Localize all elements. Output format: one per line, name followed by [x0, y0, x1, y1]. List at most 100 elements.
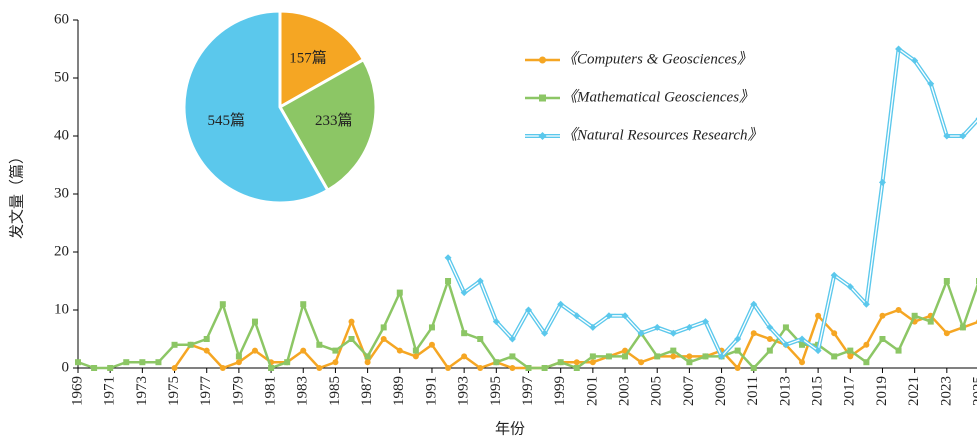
pie-label: 545篇: [207, 111, 245, 129]
point: [525, 306, 532, 314]
pie-label: 233篇: [315, 111, 353, 129]
point: [219, 365, 226, 371]
y-tick-label: 30: [54, 185, 69, 201]
pie-label: 157篇: [289, 48, 327, 66]
point: [766, 323, 774, 331]
point: [332, 359, 339, 366]
point: [364, 359, 371, 366]
point: [203, 336, 210, 342]
legend-marker: [539, 94, 546, 102]
series-line-inner: [447, 47, 977, 358]
point: [477, 336, 484, 342]
x-tick-label: 2013: [777, 376, 793, 406]
point: [943, 330, 950, 337]
point: [831, 330, 838, 337]
point: [589, 323, 597, 331]
point: [396, 289, 403, 296]
x-tick-label: 2007: [681, 376, 697, 407]
point: [171, 341, 178, 348]
point: [444, 254, 452, 262]
point: [621, 312, 629, 320]
legend-marker: [539, 56, 546, 64]
point: [461, 353, 468, 360]
point: [750, 365, 757, 371]
point: [460, 289, 468, 297]
point: [445, 365, 452, 371]
point: [573, 359, 580, 366]
point: [831, 353, 838, 360]
series-line: [173, 308, 977, 370]
legend-entry: 《Natural Resources Research》: [525, 126, 763, 143]
x-tick-label: 2023: [938, 376, 954, 406]
point: [895, 45, 903, 53]
series-line: [77, 279, 977, 370]
x-tick-label: 2001: [584, 376, 600, 406]
x-tick-label: 1991: [423, 376, 439, 406]
point: [799, 359, 806, 366]
point: [815, 312, 822, 319]
x-tick-label: 1997: [520, 376, 536, 407]
point: [750, 330, 757, 337]
point: [814, 347, 822, 355]
point: [622, 353, 629, 360]
point: [685, 323, 693, 331]
point: [412, 347, 419, 354]
point: [847, 353, 854, 360]
point: [235, 353, 242, 360]
point: [734, 335, 742, 343]
point: [445, 278, 452, 284]
point: [750, 300, 758, 308]
point: [412, 353, 419, 360]
legend-label: 《Natural Resources Research》: [562, 126, 763, 143]
point: [701, 318, 709, 326]
x-tick-label: 1973: [134, 376, 150, 406]
legend-label: 《Mathematical Geosciences》: [562, 88, 754, 105]
x-tick-label: 1977: [198, 376, 214, 407]
point: [943, 278, 950, 284]
x-tick-label: 1987: [359, 376, 375, 407]
point: [911, 57, 919, 65]
point: [573, 365, 580, 371]
point: [863, 359, 870, 366]
point: [380, 324, 387, 331]
x-tick-label: 2017: [842, 376, 858, 407]
point: [380, 336, 387, 342]
x-tick-label: 2015: [810, 376, 826, 406]
x-tick-label: 2021: [906, 376, 922, 406]
y-tick-label: 10: [54, 301, 69, 317]
x-tick-label: 1985: [327, 376, 343, 406]
point: [300, 301, 307, 308]
point: [203, 347, 210, 354]
point: [605, 353, 612, 360]
point: [959, 324, 966, 331]
point: [895, 307, 902, 313]
point: [734, 365, 741, 371]
point: [492, 318, 500, 326]
x-tick-label: 2011: [745, 376, 761, 405]
point: [493, 359, 500, 366]
y-tick-label: 40: [54, 127, 69, 143]
y-tick-label: 50: [54, 69, 69, 85]
point: [878, 178, 886, 186]
legend-entry: 《Computers & Geosciences》: [525, 50, 752, 67]
point: [477, 365, 484, 371]
point: [541, 329, 549, 337]
point: [75, 359, 81, 366]
x-tick-label: 2025: [970, 376, 977, 406]
point: [508, 335, 516, 343]
point: [686, 353, 693, 360]
x-tick-label: 2009: [713, 376, 729, 406]
point: [509, 353, 516, 360]
point: [107, 365, 114, 371]
point: [251, 318, 258, 325]
point: [846, 283, 854, 291]
x-tick-label: 1969: [69, 376, 85, 406]
point: [895, 347, 902, 354]
point: [718, 352, 726, 360]
pie-slice: [277, 57, 378, 193]
point: [235, 359, 242, 366]
point: [798, 335, 806, 343]
point: [541, 365, 548, 371]
point: [428, 324, 435, 331]
